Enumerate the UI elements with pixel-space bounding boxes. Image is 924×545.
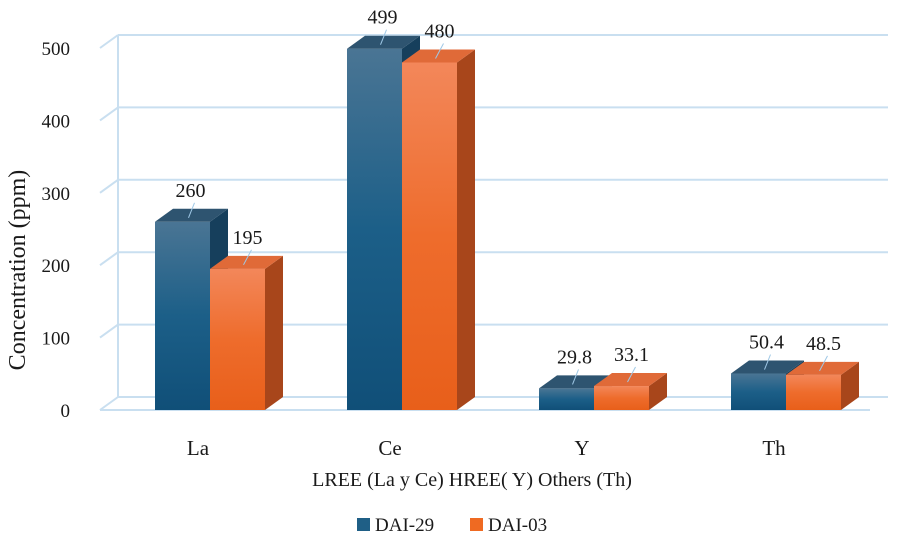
data-label-leader — [188, 202, 195, 218]
legend-label-dai-03: DAI-03 — [488, 515, 547, 536]
bar-side — [457, 49, 475, 410]
legend-label-dai-29: DAI-29 — [375, 515, 434, 536]
gridline-diagonal — [99, 34, 119, 49]
bar-ce-dai-29 — [347, 48, 402, 410]
gridline-diagonal — [99, 323, 119, 339]
legend-swatch-dai-03 — [470, 518, 483, 531]
bar-side — [265, 255, 283, 410]
legend: DAI-29 DAI-03 — [357, 515, 547, 536]
bar-top — [210, 255, 283, 269]
gridline-diagonal — [99, 251, 119, 267]
gridline-diagonal — [99, 396, 119, 411]
bar-ce-dai-03 — [402, 62, 457, 410]
gridline-diagonal — [99, 106, 119, 122]
x-category-label: Ce — [378, 436, 401, 460]
data-labels: 260 195 499 480 29.8 33.1 50.4 48.5 — [176, 7, 841, 385]
gridline-diagonal — [99, 178, 119, 194]
data-label: 480 — [425, 20, 455, 42]
y-tick-label: 500 — [42, 39, 71, 60]
data-label: 33.1 — [614, 344, 649, 366]
bar-top — [347, 35, 420, 49]
bars — [155, 35, 859, 410]
data-label-leader — [380, 29, 387, 45]
bar-la-dai-29 — [155, 221, 210, 410]
y-tick-label: 300 — [42, 184, 71, 205]
x-category-label: Y — [574, 436, 589, 460]
data-label: 195 — [233, 227, 263, 249]
bar-y-dai-03 — [594, 386, 649, 410]
data-label: 50.4 — [749, 332, 784, 354]
bar-top — [155, 208, 228, 222]
data-label-leader — [627, 366, 636, 383]
x-axis-title: LREE (La y Ce) HREE( Y) Others (Th) — [312, 469, 632, 491]
data-label: 499 — [368, 7, 398, 29]
x-category-label: La — [187, 436, 210, 460]
bar-top — [402, 49, 475, 63]
bar-la-dai-03 — [210, 268, 265, 410]
y-tick-label: 200 — [42, 256, 71, 277]
data-label-leader — [435, 43, 444, 59]
legend-swatch-dai-29 — [357, 518, 370, 531]
y-axis-ticks: 0 100 200 300 400 500 — [42, 39, 71, 422]
x-axis-categories: La Ce Y Th — [187, 436, 786, 460]
bar-top — [786, 361, 859, 375]
bar-side — [841, 361, 859, 410]
data-label-leader — [764, 354, 771, 370]
y-tick-label: 100 — [42, 329, 71, 350]
bar-side — [649, 373, 667, 410]
bar-top — [731, 360, 804, 374]
bar-th-dai-03 — [786, 374, 841, 410]
y-tick-label: 400 — [42, 111, 71, 132]
data-label-leader — [819, 355, 828, 372]
bar-th-dai-29 — [731, 373, 786, 410]
y-tick-label: 0 — [61, 401, 71, 422]
bar-top — [539, 375, 612, 389]
bar-y-dai-29 — [539, 388, 594, 410]
x-category-label: Th — [762, 436, 786, 460]
y-axis-title: Concentration (ppm) — [5, 170, 31, 371]
data-label: 29.8 — [557, 346, 592, 368]
bar-top — [594, 373, 667, 387]
data-label: 48.5 — [806, 333, 841, 355]
data-label: 260 — [176, 180, 206, 202]
data-label-leader — [572, 369, 579, 385]
data-label-leader — [243, 249, 252, 266]
